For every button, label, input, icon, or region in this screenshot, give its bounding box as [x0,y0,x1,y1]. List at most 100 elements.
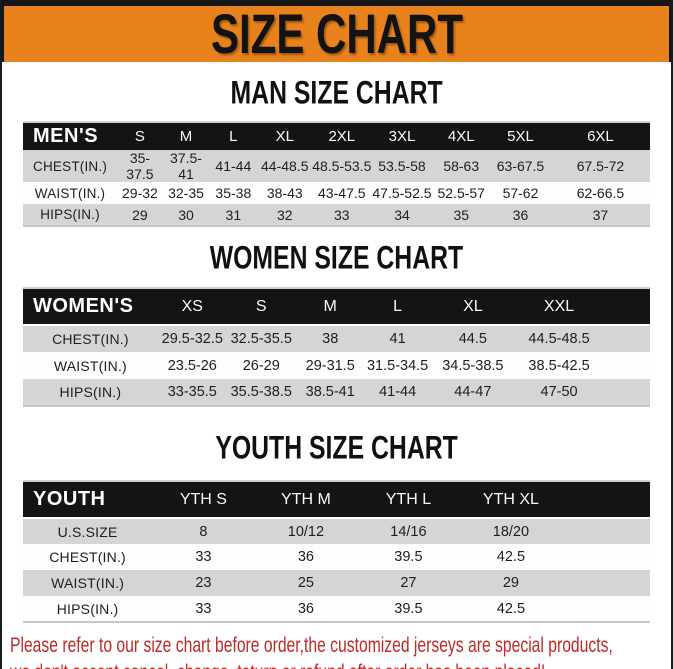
size-column-header: XXL [515,288,603,326]
measure-value-cell: 37.5-41 [162,150,210,182]
man-size-heading: MAN SIZE CHART [230,74,443,111]
measure-value-cell: 23.5-26 [157,352,227,379]
size-column-header: 6XL [550,122,650,150]
women-size-heading: WOMEN SIZE CHART [209,239,464,276]
measure-value-cell: 42.5 [459,544,563,570]
measure-value-cell: 33 [152,596,255,622]
measure-value-cell: 35 [432,204,491,226]
measure-value-cell: 26-29 [226,352,296,379]
measure-value-cell: 38-43 [257,182,313,204]
table-header-row: YOUTH YTH S YTH M YTH L YTH XL [23,481,650,519]
measure-value-cell: 31 [209,204,258,226]
measure-value-cell: 42.5 [459,596,563,622]
measure-value-cell: 27 [357,570,460,596]
measure-value-cell: 29 [117,204,163,226]
measure-value-cell: 57-62 [490,182,551,204]
page-title: SIZE CHART [210,2,463,65]
size-column-header: YTH L [357,481,460,519]
table-row: HIPS(IN.) 29 30 31 32 33 34 35 36 37 [23,204,650,226]
measure-value-cell: 44.5-48.5 [515,325,603,352]
measure-value-cell: 29.5-32.5 [157,325,227,352]
measure-value-cell: 29 [459,570,563,596]
table-header-row: MEN'S S M L XL 2XL 3XL 4XL 5XL 6XL [23,122,650,150]
table-row: HIPS(IN.) 33-35.5 35.5-38.5 38.5-41 41-44 44-… [23,379,650,406]
table-row: U.S.SIZE 8 10/12 14/16 18/20 [23,518,650,544]
measure-value-cell: 48.5-53.5 [312,150,372,182]
measure-label-cell: U.S.SIZE [23,518,153,544]
man-size-section: MAN SIZE CHART MEN'S S M L XL 2XL 3XL 4XL 5XL 6XL… [23,74,650,227]
measure-value-cell [562,570,650,596]
measure-value-cell [562,544,650,570]
measure-value-cell: 33 [312,204,372,226]
measure-value-cell [602,379,650,406]
measure-value-cell: 47.5-52.5 [371,182,433,204]
measure-value-cell: 30 [162,204,210,226]
measure-value-cell: 32-35 [162,182,210,204]
measure-value-cell: 29-32 [117,182,163,204]
measure-value-cell: 32 [257,204,313,226]
measure-label-cell: WAIST(IN.) [23,182,118,204]
measure-value-cell: 34 [371,204,433,226]
size-column-header: L [364,288,431,326]
measure-value-cell: 35-38 [209,182,258,204]
youth-size-table: YOUTH YTH S YTH M YTH L YTH XL U.S.SIZE 8 10/12… [23,480,650,623]
size-column-header: YTH M [254,481,358,519]
measure-value-cell: 31.5-34.5 [364,352,431,379]
measure-value-cell [602,352,650,379]
measure-value-cell: 37 [550,204,650,226]
measure-value-cell: 32.5-35.5 [226,325,296,352]
size-column-header: 3XL [371,122,433,150]
measure-value-cell: 67.5-72 [550,150,650,182]
size-column-header: YTH S [152,481,255,519]
table-row: CHEST(IN.) 29.5-32.5 32.5-35.5 38 41 44.5 44.5… [23,325,650,352]
measure-label-cell: HIPS(IN.) [23,596,153,622]
table-row: CHEST(IN.) 35-37.5 37.5-41 41-44 44-48.5 48.5… [23,150,650,182]
measure-value-cell: 14/16 [357,518,460,544]
measure-value-cell: 62-66.5 [550,182,650,204]
size-column-header: S [117,122,163,150]
measure-value-cell: 36 [254,544,358,570]
measure-value-cell: 38 [295,325,365,352]
measure-value-cell: 44-47 [430,379,516,406]
table-header-row: WOMEN'S XS S M L XL XXL [23,288,650,326]
measure-value-cell: 36 [254,596,358,622]
table-row: WAIST(IN.) 23 25 27 29 [23,570,650,596]
measure-value-cell: 43-47.5 [312,182,372,204]
table-corner-header: MEN'S [23,122,118,150]
measure-label-cell: WAIST(IN.) [23,352,158,379]
women-size-section: WOMEN SIZE CHART WOMEN'S XS S M L XL XXL CHEST(… [23,239,650,407]
size-column-header: YTH XL [459,481,563,519]
measure-value-cell [562,518,650,544]
footer-note: Please refer to our size chart before or… [2,632,671,669]
size-column-header [602,288,650,326]
size-column-header: XS [157,288,227,326]
measure-value-cell: 35-37.5 [117,150,163,182]
youth-size-heading: YOUTH SIZE CHART [215,429,458,466]
title-banner: SIZE CHART [2,0,671,62]
measure-value-cell: 58-63 [432,150,491,182]
table-row: CHEST(IN.) 33 36 39.5 42.5 [23,544,650,570]
youth-size-section: YOUTH SIZE CHART YOUTH YTH S YTH M YTH L YTH… [23,429,650,623]
size-column-header [562,481,650,519]
footer-note-line-1: Please refer to our size chart before or… [10,633,613,657]
size-column-header: 5XL [490,122,551,150]
measure-value-cell: 52.5-57 [432,182,491,204]
table-row: WAIST(IN.) 29-32 32-35 35-38 38-43 43-47.5 47.… [23,182,650,204]
measure-value-cell [602,325,650,352]
table-corner-header: WOMEN'S [23,288,158,326]
measure-value-cell: 39.5 [357,544,460,570]
size-column-header: 4XL [432,122,491,150]
table-corner-header: YOUTH [23,481,153,519]
measure-value-cell: 33-35.5 [157,379,227,406]
size-column-header: M [162,122,210,150]
size-column-header: 2XL [312,122,372,150]
measure-label-cell: CHEST(IN.) [23,325,158,352]
measure-value-cell: 38.5-41 [295,379,365,406]
table-row: HIPS(IN.) 33 36 39.5 42.5 [23,596,650,622]
measure-label-cell: HIPS(IN.) [23,379,158,406]
size-column-header: XL [257,122,313,150]
measure-value-cell: 41-44 [209,150,258,182]
women-size-table: WOMEN'S XS S M L XL XXL CHEST(IN.) 29.5-32.5 32.5… [23,287,650,407]
measure-value-cell: 63-67.5 [490,150,551,182]
